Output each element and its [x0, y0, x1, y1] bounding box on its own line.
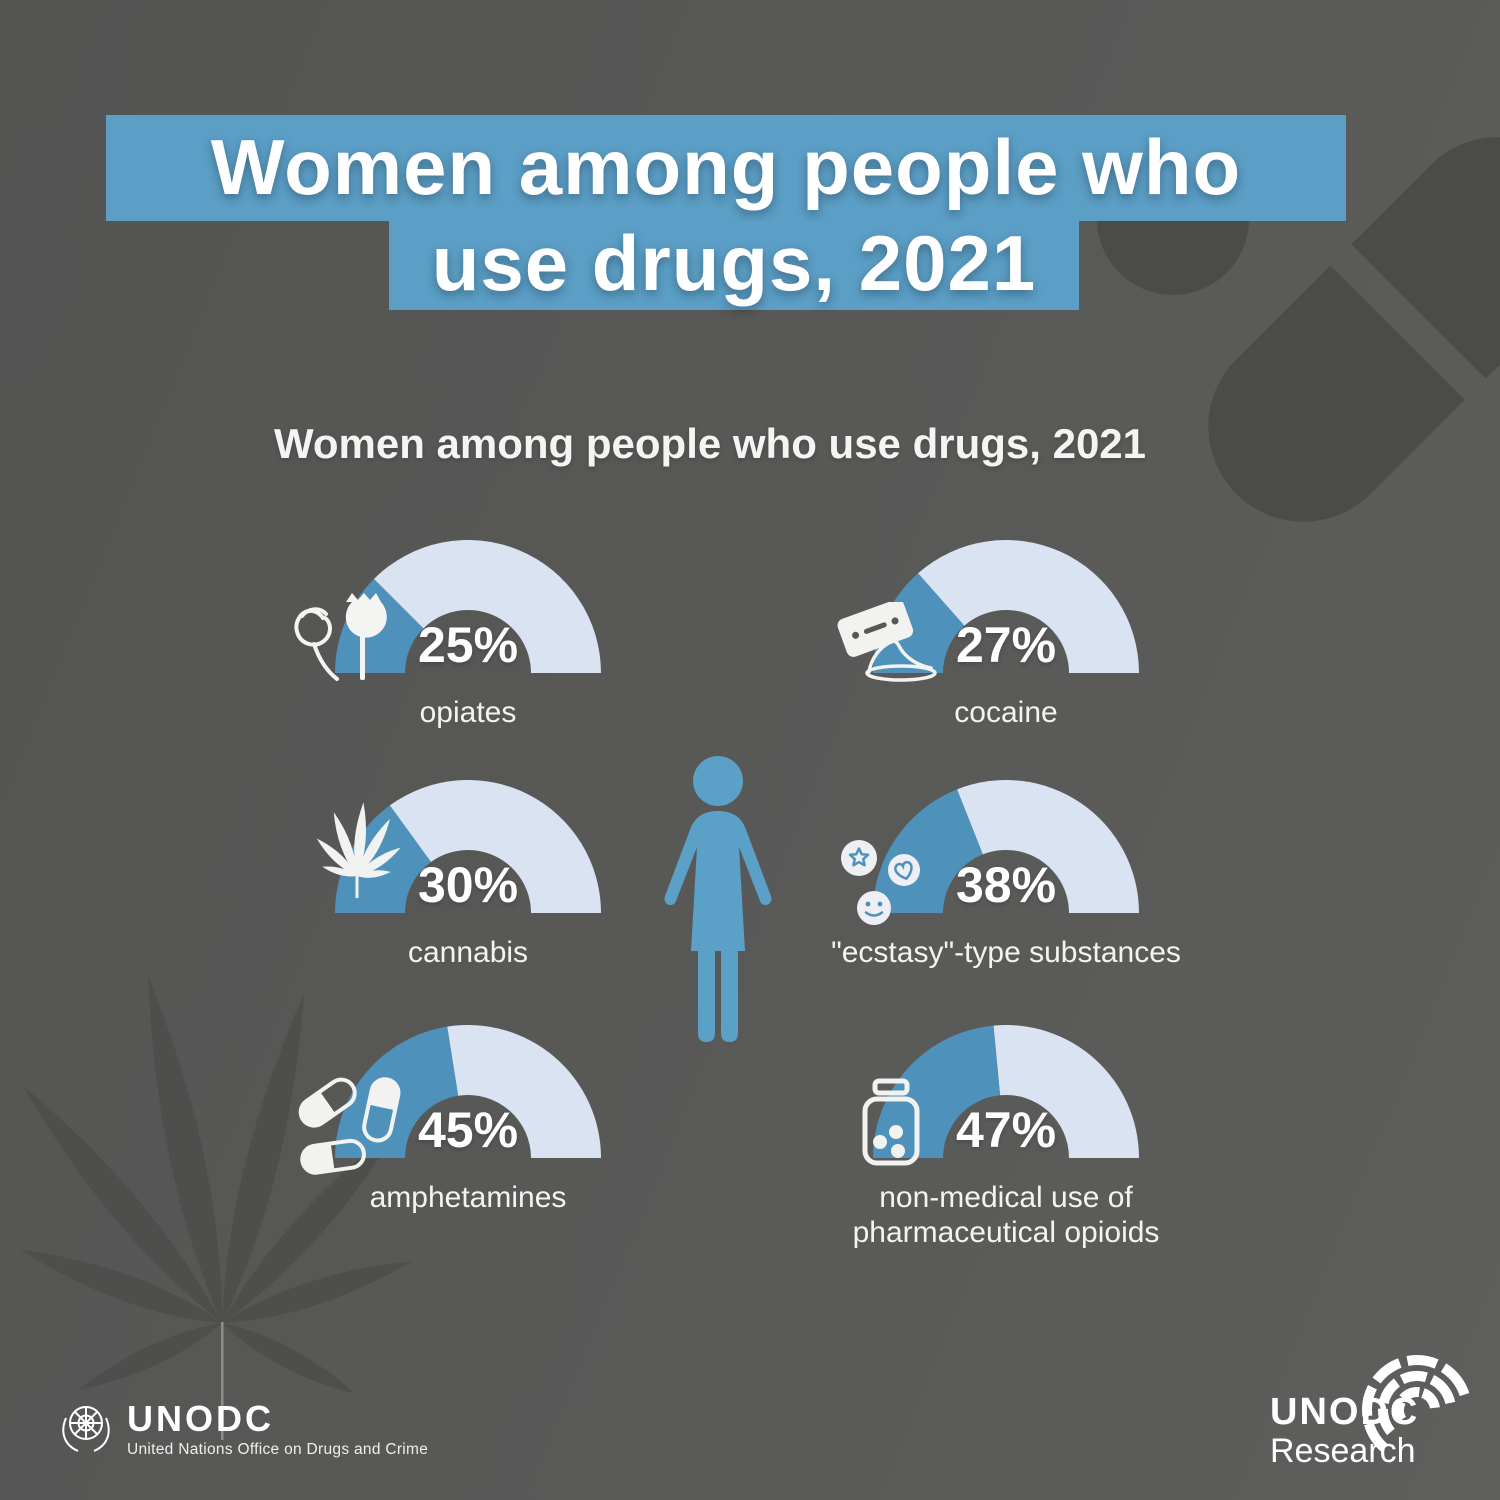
unodc-research-logo: UNODC Research [1270, 1355, 1480, 1498]
research-arcs-icon [1362, 1355, 1472, 1465]
research-logo-line2: Research [1270, 1432, 1416, 1470]
razor-blade-powder-icon [837, 602, 937, 682]
gauge-label: cannabis [407, 936, 529, 969]
gauge-value: 47% [955, 1102, 1057, 1158]
gauge-label: non-medical use of pharmaceutical opioid… [852, 1181, 1160, 1249]
capsule-pills-icon [298, 1077, 401, 1175]
title-banner-line2: use drugs, 2021 [389, 221, 1079, 310]
title-banner-line1: Women among people who [106, 115, 1346, 221]
unodc-logo: UNODC United Nations Office on Drugs and… [55, 1398, 428, 1460]
cannabis-leaf-icon [316, 802, 401, 898]
research-logo-line1: UNODC [1270, 1391, 1420, 1433]
gauge-label: cocaine [954, 696, 1058, 729]
pill-bottle-icon [862, 1078, 920, 1166]
woman-figure-icon [664, 756, 772, 1042]
cannabis-leaf-decoration [19, 975, 413, 1394]
gauge-arc [873, 540, 1139, 673]
unodc-acronym: UNODC [127, 1398, 274, 1439]
gauge-cannabis: 30% cannabis [316, 780, 601, 980]
pill-capsule-decoration [1097, 137, 1500, 522]
gauge-label: "ecstasy"-type substances [831, 936, 1181, 969]
gauge-value: 27% [955, 617, 1057, 673]
poppy-flower-icon [294, 593, 387, 681]
gauge-value: 25% [417, 617, 519, 673]
title-text-line2: use drugs, 2021 [431, 219, 1037, 307]
gauge-amphetamines: 45% amphetamines [298, 1025, 601, 1225]
ecstasy-pills-icon [841, 840, 920, 925]
gauge-pharma-opioids: 47% non-medical use of pharmaceutical op… [853, 1025, 1159, 1249]
un-emblem-icon [62, 1406, 110, 1452]
title-text-line1: Women among people who [210, 123, 1242, 211]
gauge-label: amphetamines [369, 1181, 567, 1214]
gauge-arc [873, 1025, 1139, 1158]
leaf-stem-line [221, 1322, 224, 1440]
gauge-value: 30% [417, 857, 519, 913]
gauge-ecstasy: 38% "ecstasy"-type substances [831, 780, 1181, 980]
unodc-full-name: United Nations Office on Drugs and Crime [127, 1441, 429, 1458]
gauge-cocaine: 27% cocaine [837, 540, 1139, 740]
gauge-value: 38% [955, 857, 1057, 913]
gauge-label: opiates [419, 696, 517, 729]
gauge-opiates: 25% opiates [294, 540, 601, 740]
chart-subtitle: Women among people who use drugs, 2021 [273, 420, 1147, 467]
gauge-value: 45% [417, 1102, 519, 1158]
